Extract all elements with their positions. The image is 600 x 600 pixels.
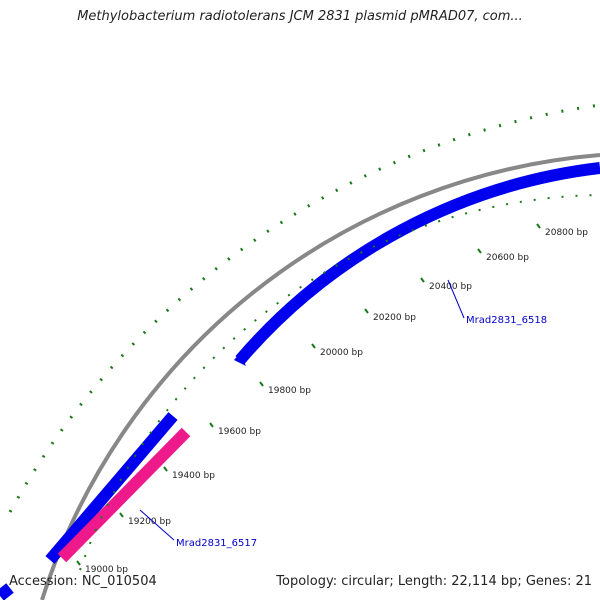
accession-label: Accession: NC_010504 xyxy=(9,574,157,589)
tick-mark xyxy=(477,248,482,254)
tick-label: 20200 bp xyxy=(373,313,416,323)
tick-label: 19000 bp xyxy=(85,565,128,575)
tick-label: 19400 bp xyxy=(172,471,215,481)
gene-forward-arrowhead xyxy=(234,353,246,366)
gene-forward-arc-lower xyxy=(45,412,178,564)
tick-label: 19200 bp xyxy=(128,517,171,527)
tick-mark xyxy=(259,381,264,387)
gene-forward-arc-upper xyxy=(235,162,600,364)
tick-label: 20800 bp xyxy=(545,228,588,238)
gene-labels: Mrad2831_6517 Mrad2831_6518 xyxy=(139,279,547,549)
gene-label-leader xyxy=(139,509,175,541)
tick-label: 20600 bp xyxy=(486,253,529,263)
tick-mark xyxy=(76,560,81,566)
inner-tick-ring xyxy=(79,194,600,571)
tick-label: 19800 bp xyxy=(268,386,311,396)
tick-label: 20000 bp xyxy=(320,348,363,358)
gene-reverse-arc xyxy=(57,427,191,563)
tick-mark xyxy=(420,277,425,283)
gene-label[interactable]: Mrad2831_6518 xyxy=(466,315,547,326)
map-title: Methylobacterium radiotolerans JCM 2831 … xyxy=(77,9,523,24)
gene-label[interactable]: Mrad2831_6517 xyxy=(176,538,257,549)
outer-tick-ring xyxy=(8,103,600,513)
topology-summary: Topology: circular; Length: 22,114 bp; G… xyxy=(276,574,592,589)
tick-mark xyxy=(311,343,316,349)
tick-mark xyxy=(163,466,168,472)
gene-label-leader xyxy=(447,279,465,319)
tick-mark xyxy=(119,512,124,518)
tick-label: 19600 bp xyxy=(218,427,261,437)
tick-mark xyxy=(364,308,369,314)
gene-forward-segment-lower xyxy=(0,583,14,600)
plasmid-backbone xyxy=(40,153,600,600)
tick-mark xyxy=(536,223,541,229)
tick-mark xyxy=(209,422,214,428)
